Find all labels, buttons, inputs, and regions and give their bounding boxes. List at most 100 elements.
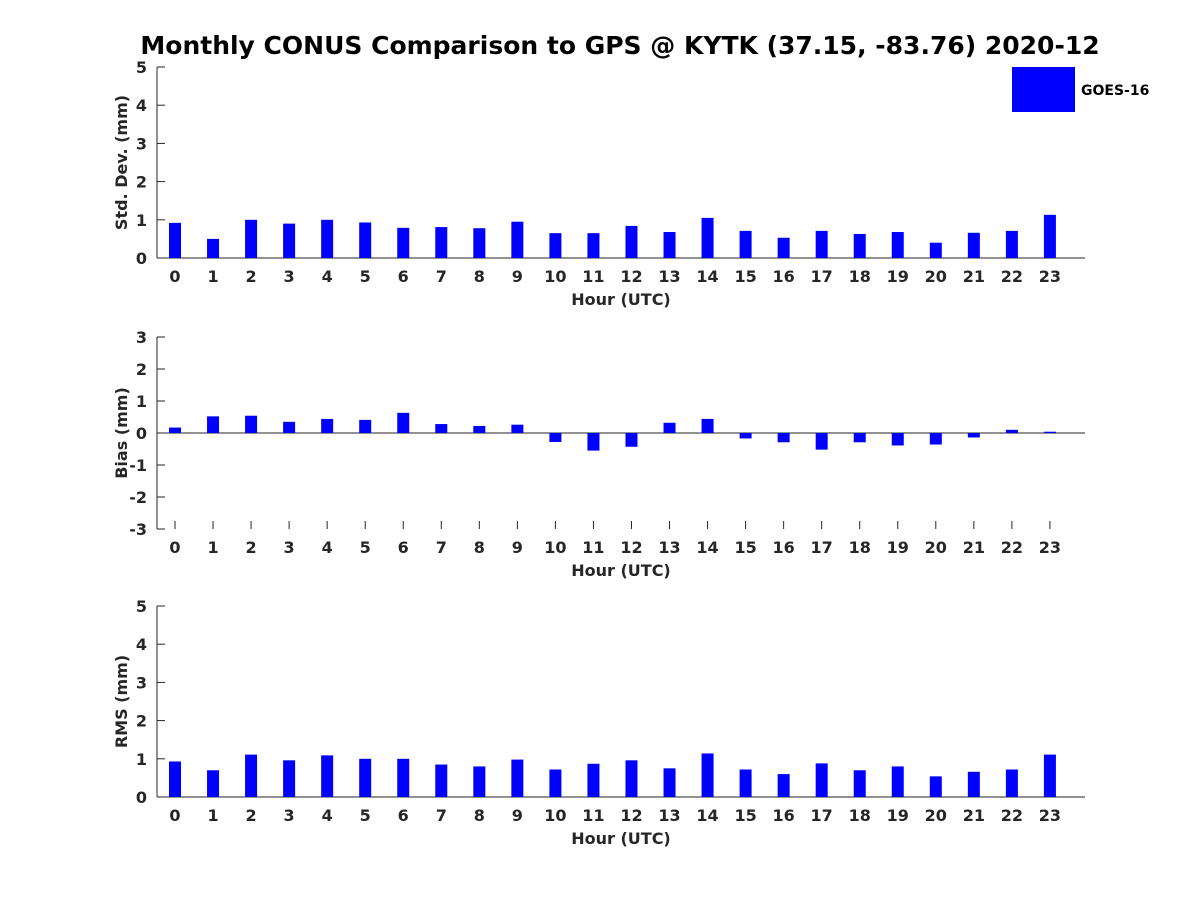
x-tick-label: 1	[207, 806, 218, 825]
x-tick-label: 9	[512, 538, 523, 557]
y-tick-label: 5	[136, 58, 147, 77]
x-tick-label: 13	[658, 538, 680, 557]
x-tick-label: 10	[544, 267, 566, 286]
x-tick-label: 11	[582, 267, 604, 286]
rms-bar	[967, 771, 980, 797]
x-tick-label: 14	[696, 806, 718, 825]
rms-bar	[435, 764, 448, 797]
rms-bar	[359, 758, 372, 797]
std-dev-bar	[625, 225, 638, 258]
rms-bar	[701, 753, 714, 797]
bias-bar	[663, 422, 676, 433]
rms-bar	[245, 754, 258, 797]
rms-bar	[625, 760, 638, 797]
x-tick-label: 16	[773, 267, 795, 286]
x-tick-label: 19	[887, 806, 909, 825]
x-tick-label: 10	[544, 538, 566, 557]
x-tick-label: 9	[512, 267, 523, 286]
x-tick-label: 7	[436, 267, 447, 286]
x-tick-label: 4	[322, 267, 333, 286]
std-dev-bar	[435, 227, 448, 258]
x-tick-label: 12	[620, 806, 642, 825]
std-dev-bar	[359, 222, 372, 258]
y-tick-label: -2	[129, 488, 147, 507]
x-tick-label: 6	[398, 538, 409, 557]
std-dev-bar	[473, 228, 486, 258]
x-tick-label: 22	[1001, 806, 1023, 825]
x-tick-label: 18	[849, 538, 871, 557]
bias-bar	[777, 433, 790, 443]
bias-bar	[701, 418, 714, 433]
bias-bar	[245, 415, 258, 433]
bias-x-axis-label: Hour (UTC)	[571, 561, 671, 580]
x-tick-label: 0	[169, 806, 180, 825]
x-tick-label: 20	[925, 267, 947, 286]
x-tick-label: 20	[925, 538, 947, 557]
rms-bar	[777, 774, 790, 797]
y-tick-label: -1	[129, 456, 147, 475]
x-tick-label: 5	[360, 806, 371, 825]
x-tick-label: 8	[474, 538, 485, 557]
legend-swatch	[1012, 67, 1075, 112]
rms-bar	[321, 755, 334, 797]
y-tick-label: 0	[136, 249, 147, 268]
x-tick-label: 14	[696, 267, 718, 286]
std-dev-bar	[967, 232, 980, 258]
y-tick-label: 4	[136, 635, 147, 654]
bias-bar	[473, 425, 486, 433]
std-dev-bar	[929, 242, 942, 258]
bias-bar	[891, 433, 904, 446]
x-tick-label: 13	[658, 806, 680, 825]
std-dev-y-axis-label: Std. Dev. (mm)	[112, 95, 131, 230]
rms-bar	[473, 766, 486, 797]
x-tick-label: 4	[322, 806, 333, 825]
x-tick-label: 10	[544, 806, 566, 825]
x-tick-label: 8	[474, 806, 485, 825]
std-dev-bar	[739, 230, 752, 258]
x-tick-label: 21	[963, 267, 985, 286]
std-dev-bar	[245, 219, 258, 258]
x-tick-label: 12	[620, 267, 642, 286]
y-tick-label: 1	[136, 750, 147, 769]
x-tick-label: 15	[734, 538, 756, 557]
x-tick-label: 17	[811, 267, 833, 286]
x-tick-label: 15	[734, 806, 756, 825]
x-tick-label: 23	[1039, 538, 1061, 557]
x-tick-label: 2	[246, 267, 257, 286]
x-tick-label: 3	[284, 806, 295, 825]
legend-label: GOES-16	[1081, 83, 1149, 99]
bias-bar	[1043, 431, 1056, 433]
x-tick-label: 5	[360, 267, 371, 286]
x-tick-label: 2	[246, 806, 257, 825]
x-tick-label: 7	[436, 538, 447, 557]
std-dev-bar	[283, 223, 296, 258]
legend: GOES-16	[1012, 67, 1149, 112]
x-tick-label: 22	[1001, 538, 1023, 557]
x-tick-label: 3	[284, 538, 295, 557]
chart-title: Monthly CONUS Comparison to GPS @ KYTK (…	[140, 31, 1099, 60]
bias-bar	[359, 419, 372, 433]
x-tick-label: 15	[734, 267, 756, 286]
std-dev-bar	[777, 237, 790, 258]
x-tick-label: 16	[773, 806, 795, 825]
bias-bar	[207, 416, 220, 433]
y-tick-label: 4	[136, 96, 147, 115]
x-tick-label: 19	[887, 267, 909, 286]
x-tick-label: 7	[436, 806, 447, 825]
y-tick-label: 1	[136, 211, 147, 230]
std-dev-bar	[1005, 230, 1018, 258]
rms-bar	[891, 766, 904, 797]
y-tick-label: 0	[136, 424, 147, 443]
y-tick-label: -3	[129, 520, 147, 539]
rms-bar	[549, 769, 562, 797]
std-dev-bar	[397, 227, 410, 258]
y-tick-label: 3	[136, 134, 147, 153]
rms-bar	[587, 763, 600, 797]
bias-bar	[587, 433, 600, 451]
x-tick-label: 13	[658, 267, 680, 286]
bias-bar	[1005, 429, 1018, 433]
bias-bar	[435, 424, 448, 433]
